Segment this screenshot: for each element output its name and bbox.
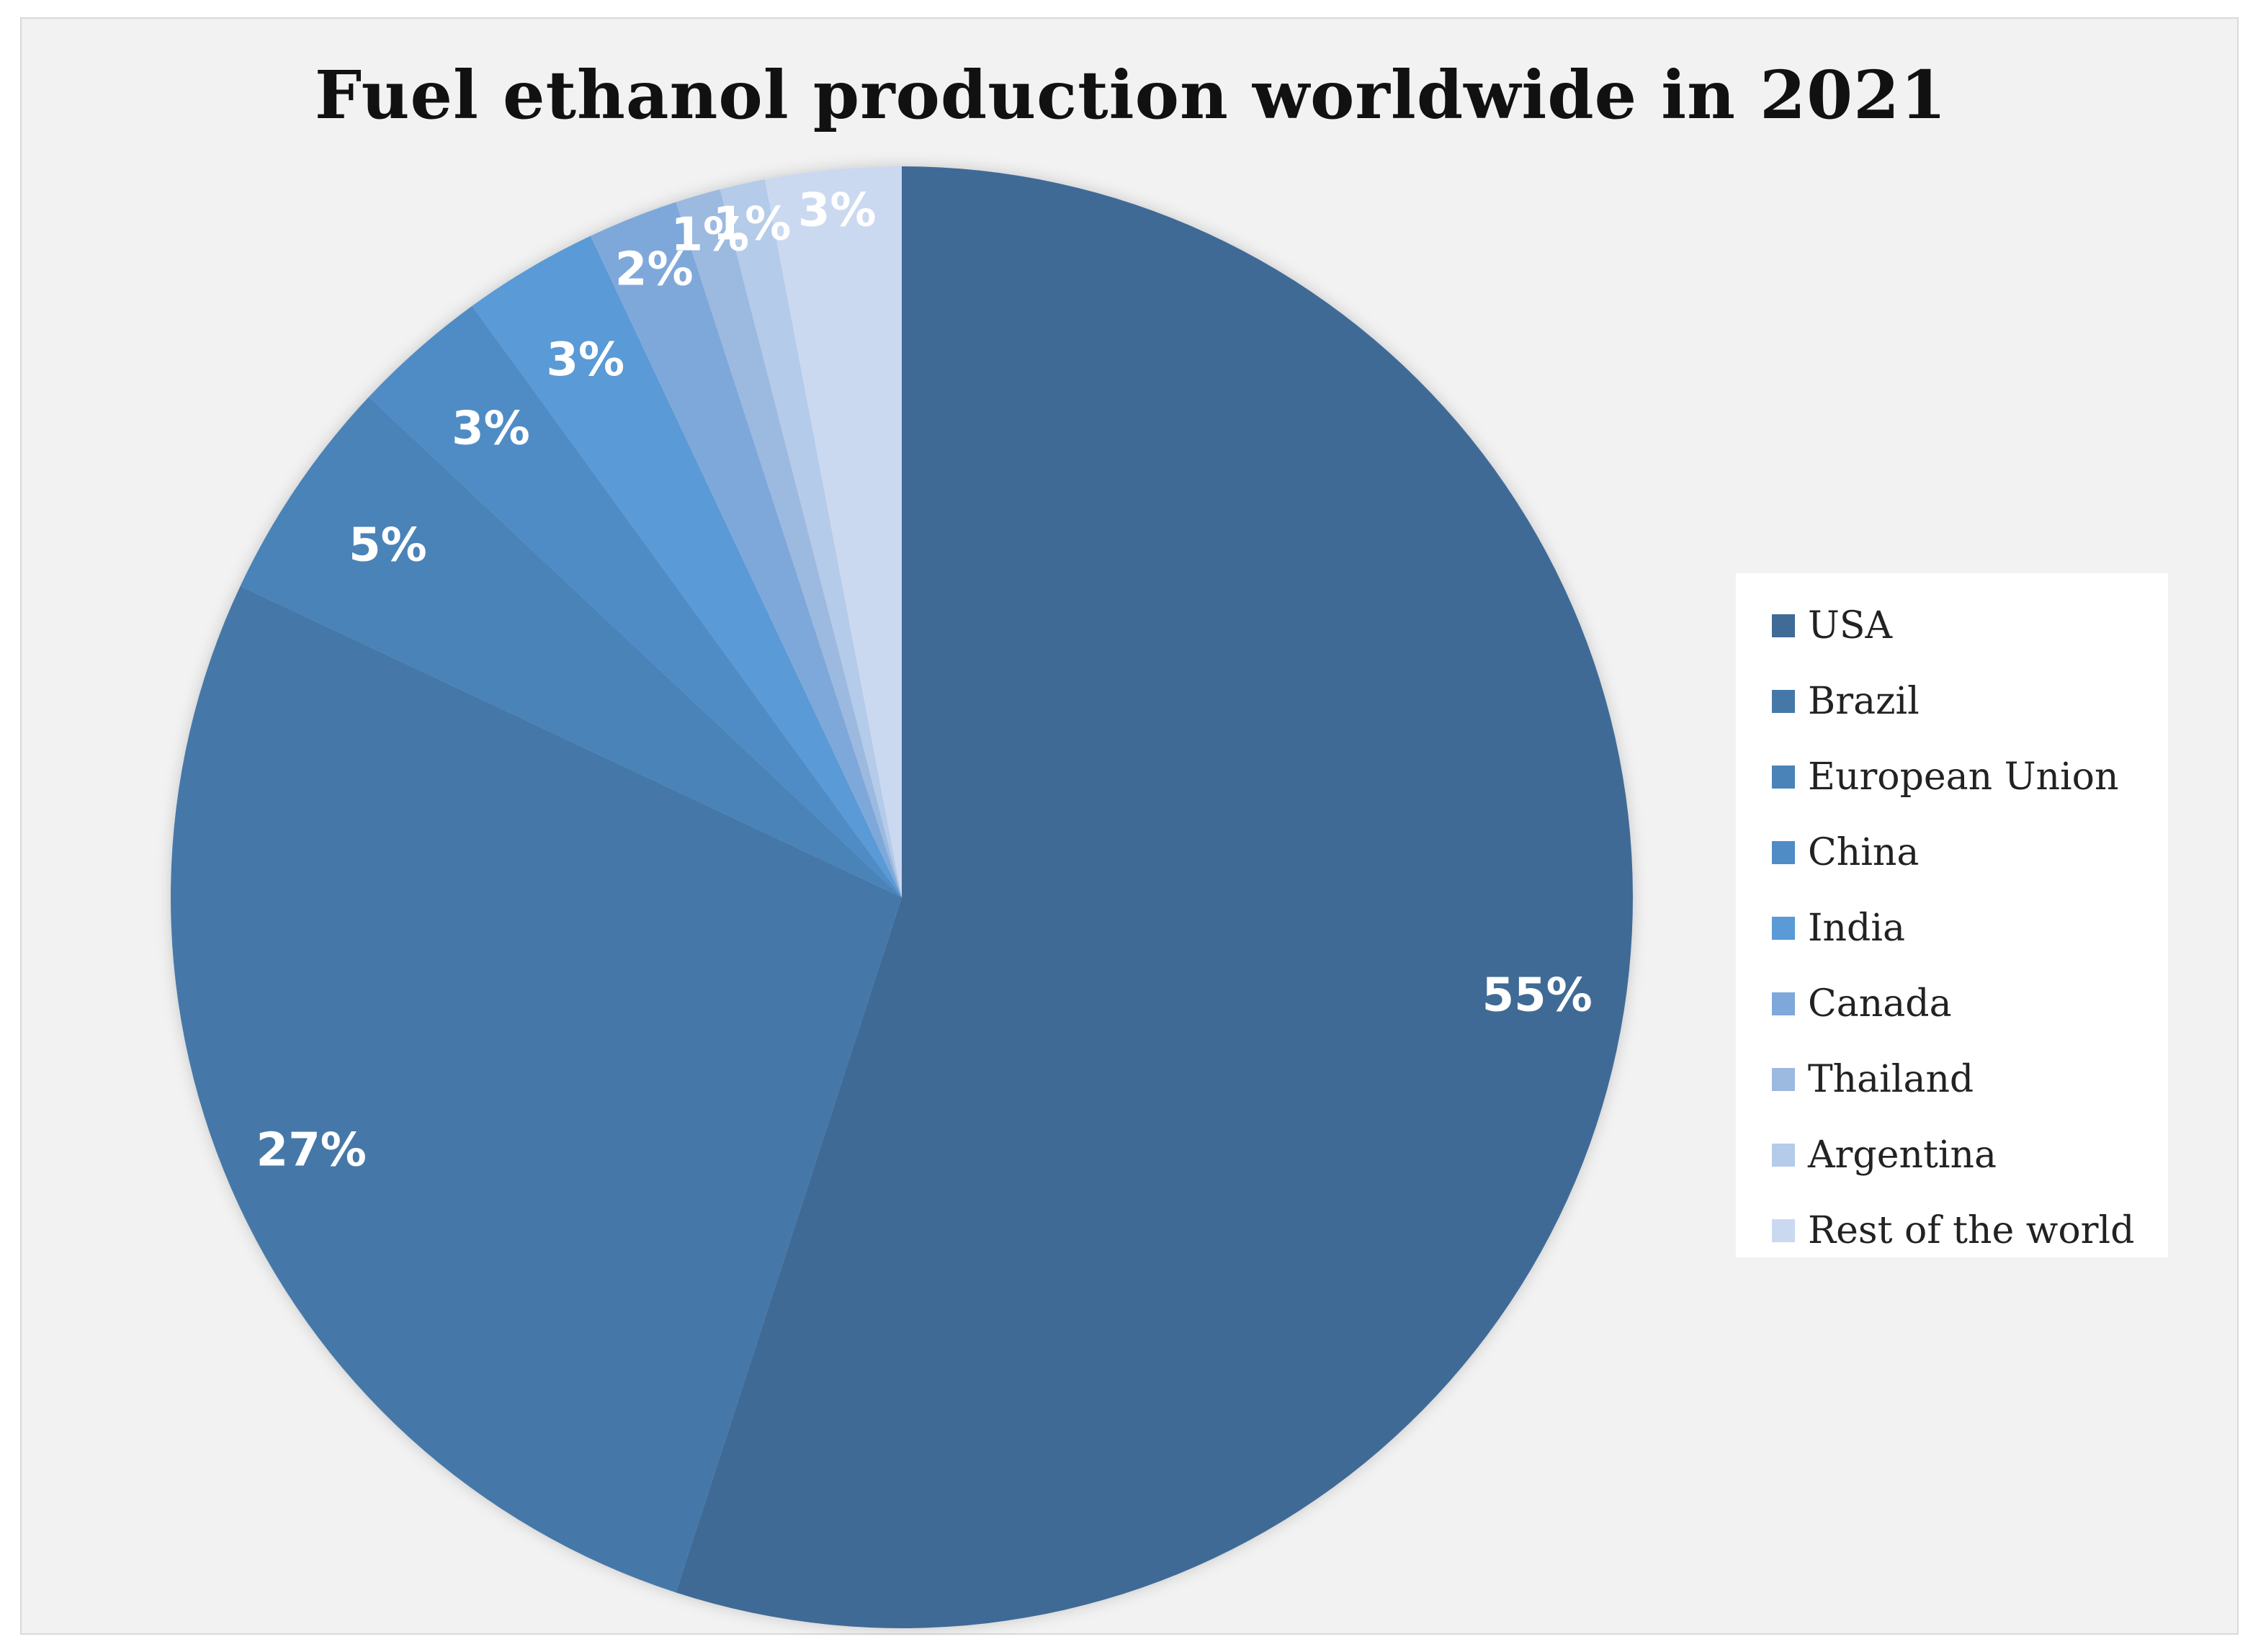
legend-label: Thailand — [1808, 1057, 1974, 1101]
legend-swatch — [1772, 765, 1795, 789]
slice-european-union — [240, 397, 902, 897]
legend-item-canada: Canada — [1772, 966, 2168, 1041]
legend-swatch — [1772, 614, 1795, 637]
data-label-brazil: 27% — [256, 1123, 367, 1177]
chart-area: Fuel ethanol production worldwide in 202… — [20, 17, 2239, 1635]
slice-rest-of-the-world — [764, 166, 902, 897]
legend-swatch — [1772, 1067, 1795, 1091]
legend-swatch — [1772, 1218, 1795, 1242]
legend-swatch — [1772, 1143, 1795, 1167]
slice-brazil — [170, 585, 902, 1593]
slice-argentina — [720, 179, 902, 897]
data-label-usa: 55% — [1482, 969, 1593, 1022]
legend-label: Brazil — [1808, 679, 1920, 723]
data-label-india: 3% — [546, 333, 624, 387]
legend-swatch — [1772, 992, 1795, 1015]
legend-item-thailand: Thailand — [1772, 1041, 2168, 1117]
legend-item-china: China — [1772, 814, 2168, 890]
legend-label: USA — [1808, 603, 1892, 647]
legend-swatch — [1772, 689, 1795, 713]
legend-item-india: India — [1772, 890, 2168, 966]
legend-swatch — [1772, 916, 1795, 940]
data-label-china: 3% — [452, 402, 530, 455]
legend-label: China — [1808, 830, 1920, 874]
chart-title: Fuel ethanol production worldwide in 202… — [314, 56, 1948, 134]
data-label-argentina: 1% — [713, 197, 792, 251]
legend-label: Argentina — [1808, 1133, 1997, 1177]
data-label-canada: 2% — [615, 243, 694, 296]
data-label-european-union: 5% — [349, 519, 427, 573]
slice-usa — [676, 166, 1634, 1628]
legend: USA Brazil European Union China India Canada T… — [1736, 573, 2168, 1257]
legend-label: India — [1808, 906, 1905, 950]
data-label-thailand: 1% — [671, 208, 749, 261]
legend-label: European Union — [1808, 755, 2119, 799]
legend-label: Canada — [1808, 982, 1952, 1025]
legend-label: Rest of the world — [1808, 1208, 2135, 1252]
legend-item-european-union: European Union — [1772, 739, 2168, 814]
legend-item-brazil: Brazil — [1772, 663, 2168, 739]
slice-canada — [590, 202, 902, 898]
slice-thailand — [676, 189, 902, 898]
data-label-rest-of-the-world: 3% — [798, 184, 877, 238]
pie-chart: 55%27%5%3%3%2%1%1% 3% — [170, 166, 1634, 1628]
legend-item-usa: USA — [1772, 588, 2168, 663]
legend-item-rest-of-the-world: Rest of the world — [1772, 1193, 2168, 1268]
legend-swatch — [1772, 840, 1795, 864]
legend-item-argentina: Argentina — [1772, 1117, 2168, 1193]
slice-china — [369, 305, 902, 897]
slice-india — [472, 235, 902, 897]
